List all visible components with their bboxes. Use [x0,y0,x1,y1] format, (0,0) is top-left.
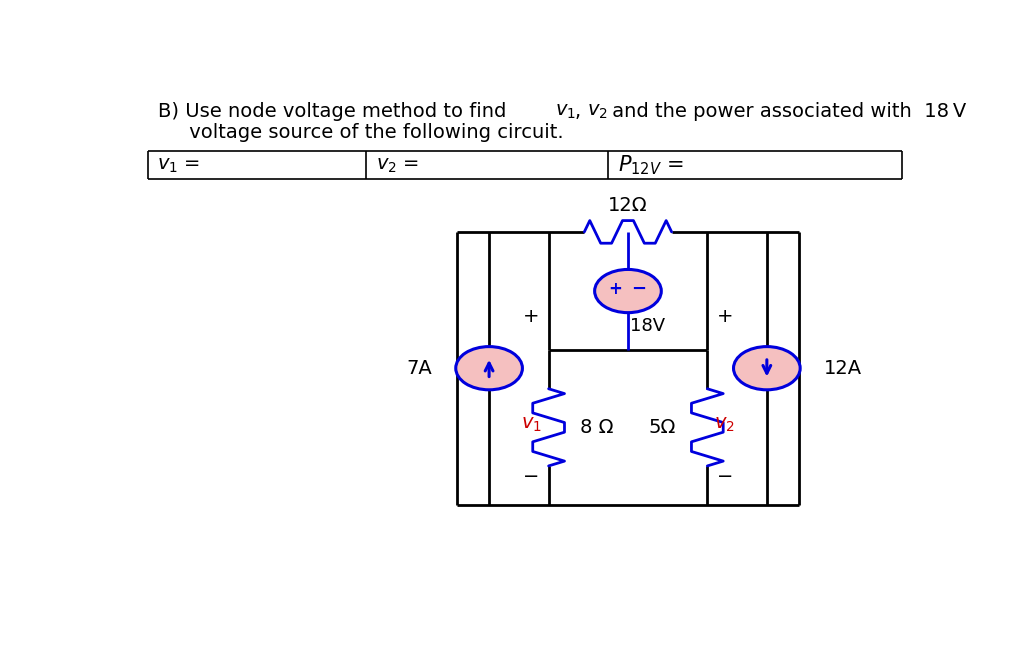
Text: 7A: 7A [407,359,432,377]
Circle shape [456,347,522,390]
Text: $v_1$ =: $v_1$ = [158,156,201,174]
Text: −: − [631,280,646,298]
Text: B) Use node voltage method to find: B) Use node voltage method to find [158,102,513,120]
Text: +: + [608,280,623,298]
Text: $v_2$: $v_2$ [715,415,735,434]
Text: $v_2$ =: $v_2$ = [376,156,419,174]
Text: 5Ω: 5Ω [648,418,676,437]
Text: +: + [523,307,540,326]
Text: $v_1$: $v_1$ [520,415,542,434]
Text: ,: , [574,102,587,120]
Text: +: + [717,307,733,326]
Text: 18V: 18V [630,317,666,335]
Circle shape [733,347,800,390]
Text: 12Ω: 12Ω [608,196,648,214]
Text: $P_{12V}$ =: $P_{12V}$ = [617,153,683,177]
Text: −: − [717,467,733,486]
Text: 8 Ω: 8 Ω [581,418,613,437]
Text: 12A: 12A [824,359,862,377]
Circle shape [595,269,662,313]
Text: −: − [523,467,540,486]
Text: and the power associated with  18 V: and the power associated with 18 V [606,102,966,120]
Text: $v_1$: $v_1$ [555,102,575,120]
Text: voltage source of the following circuit.: voltage source of the following circuit. [158,123,564,142]
Text: $v_2$: $v_2$ [587,102,607,120]
